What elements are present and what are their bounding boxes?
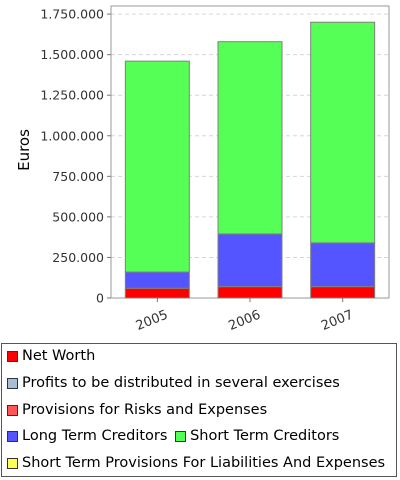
legend-label: Provisions for Risks and Expenses [22, 402, 268, 418]
y-tick-label: 1.500.000 [40, 47, 104, 62]
legend-label: Profits to be distributed in several exe… [22, 375, 340, 391]
legend-item-net-worth: Net Worth [7, 348, 95, 364]
legend-label: Net Worth [22, 348, 96, 364]
y-tick-label: 1.750.000 [40, 7, 104, 22]
bar-chart: Euros 0 250.000 500.000 750.000 1.000.000 1.2… [15, 5, 390, 334]
bar-segment [124, 287, 190, 299]
bar-segment [310, 286, 376, 299]
legend-item-profits: Profits to be distributed in several exe… [7, 375, 340, 391]
legend-item-short-term-creditors: Short Term Creditors [175, 428, 339, 444]
legend: Net Worth Profits to be distributed in s… [1, 343, 397, 477]
legend-item-provisions: Provisions for Risks and Expenses [7, 402, 267, 418]
legend-swatch [7, 404, 18, 416]
bar-segment [124, 60, 190, 273]
x-tick-label: 2005 [134, 308, 170, 334]
legend-swatch [7, 377, 18, 389]
legend-label: Long Term Creditors [22, 428, 168, 444]
legend-swatch [7, 350, 18, 362]
bar-segment [217, 233, 283, 288]
legend-swatch [7, 457, 18, 469]
y-tick-label: 0 [96, 291, 104, 306]
x-tick-label: 2007 [319, 308, 355, 334]
y-tick-label: 250.000 [52, 250, 104, 265]
y-axis-label: Euros [15, 129, 33, 171]
x-axis-ticks: 2005 2006 2007 [134, 298, 356, 334]
bar-segment [310, 21, 376, 244]
bars [124, 21, 376, 299]
bar-segment [217, 41, 283, 235]
bar-segment [217, 286, 283, 299]
legend-item-long-term-creditors: Long Term Creditors [7, 428, 167, 444]
legend-item-short-term-provisions: Short Term Provisions For Liabilities An… [7, 455, 385, 471]
bar-segment [124, 271, 190, 289]
legend-label: Short Term Provisions For Liabilities An… [22, 455, 386, 471]
y-tick-label: 500.000 [52, 209, 104, 224]
legend-swatch [7, 430, 18, 442]
bar-segment [310, 242, 376, 288]
legend-label: Short Term Creditors [190, 428, 340, 444]
y-tick-label: 1.250.000 [40, 88, 104, 103]
x-tick-label: 2006 [227, 308, 263, 334]
y-tick-label: 750.000 [52, 169, 104, 184]
legend-swatch [175, 430, 187, 442]
y-axis-ticks: 0 250.000 500.000 750.000 1.000.000 1.250.000… [40, 7, 111, 306]
y-tick-label: 1.000.000 [40, 128, 104, 143]
